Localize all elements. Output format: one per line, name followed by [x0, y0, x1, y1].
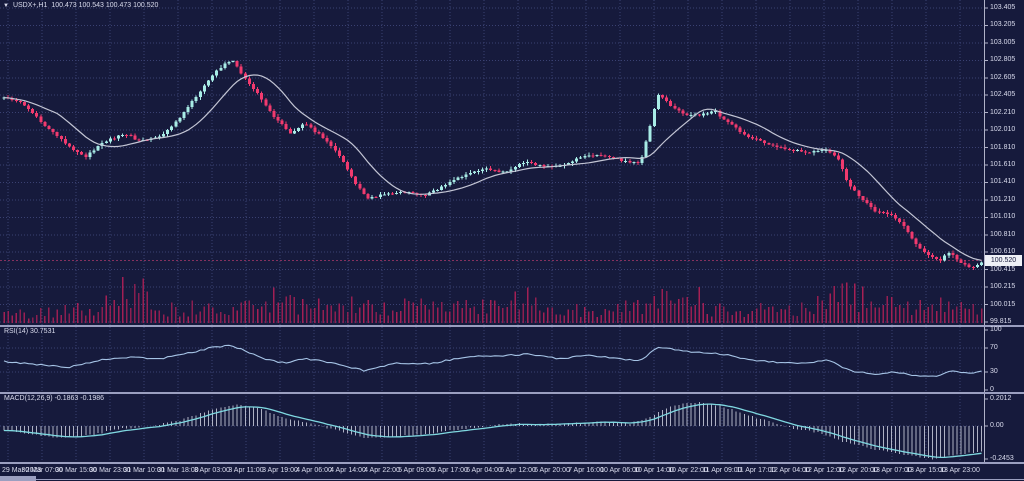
- price-axis-label: 100.215: [990, 283, 1016, 291]
- time-axis-label: 6 Apr 12:00: [500, 467, 536, 474]
- price-axis-label: 102.805: [990, 56, 1016, 64]
- window-bottom-border: [0, 479, 1024, 480]
- time-axis-label: 31 Mar 10:00: [123, 467, 165, 474]
- price-axis-label: 100.415: [990, 265, 1016, 273]
- chart-canvas[interactable]: [0, 0, 1024, 463]
- price-axis-label: 101.610: [990, 161, 1016, 168]
- time-axis-label: 30 Mar 15:00: [55, 467, 97, 474]
- time-axis-label: 10 Apr 14:00: [634, 467, 674, 474]
- time-axis-label: 7 Apr 16:00: [568, 467, 604, 474]
- time-axis-label: 13 Apr 07:00: [872, 467, 912, 474]
- price-axis-label: 100.015: [990, 300, 1016, 308]
- price-axis-label: 101.210: [990, 195, 1016, 203]
- time-axis-label: 13 Apr 23:00: [940, 467, 980, 474]
- chart-title: ▼ USDX+,H1 100.473 100.543 100.473 100.5…: [3, 2, 158, 9]
- rsi-axis-label: 70: [990, 344, 998, 351]
- chart-title-symbol: USDX+,H1: [12, 2, 48, 9]
- price-axis-label: 103.405: [990, 4, 1016, 11]
- time-axis-label: 5 Apr 09:00: [398, 467, 434, 474]
- macd-axis-label: 0.2012: [990, 395, 1012, 403]
- rsi-axis-label: 100: [990, 326, 1002, 333]
- time-axis-label: 30 Mar 23:00: [89, 467, 131, 474]
- pane-separator-macd-timeaxis: [0, 462, 1024, 464]
- time-axis-label: 10 Apr 22:00: [668, 467, 708, 474]
- time-axis-label: 6 Apr 04:00: [466, 467, 502, 474]
- time-axis-label: 4 Apr 22:00: [364, 467, 400, 474]
- time-axis-label: 12 Apr 20:00: [838, 467, 878, 474]
- time-axis-label: 12 Apr 12:00: [804, 467, 844, 474]
- price-axis-label: 102.010: [990, 126, 1016, 134]
- macd-indicator-label: MACD(12,26,9) -0.1863 -0.1986: [4, 395, 104, 402]
- current-price-tag: 100.520: [985, 254, 1022, 266]
- time-axis-label: 5 Apr 17:00: [432, 467, 468, 474]
- time-axis-label: 3 Apr 19:00: [262, 467, 298, 474]
- time-axis-label: 29 Mar 2023: [2, 467, 42, 474]
- price-axis-label: 103.005: [990, 38, 1016, 46]
- time-axis-label: 30 Mar 07:00: [21, 467, 63, 474]
- chart-title-ohlc: 100.473 100.543 100.473 100.520: [51, 2, 159, 9]
- time-axis-label: 11 Apr 17:00: [736, 467, 776, 474]
- price-axis-label: 101.010: [990, 213, 1016, 221]
- pane-separator-main-rsi[interactable]: [0, 325, 1024, 327]
- time-axis-label: 4 Apr 06:00: [296, 467, 332, 474]
- quick-nav-chip[interactable]: [0, 476, 36, 481]
- rsi-axis-label: 0: [990, 386, 994, 393]
- price-axis-label: 102.210: [990, 108, 1016, 116]
- symbol-dropdown-icon[interactable]: ▼: [3, 2, 9, 9]
- price-axis-label: 102.405: [990, 91, 1016, 99]
- time-axis-label: 3 Apr 03:00: [194, 467, 230, 474]
- time-axis-label: 10 Apr 06:00: [600, 467, 640, 474]
- price-axis-label: 99.815: [990, 318, 1012, 325]
- time-axis-label: 3 Apr 11:00: [228, 467, 264, 474]
- macd-axis-label: -0.2453: [990, 454, 1014, 462]
- time-axis-label: 4 Apr 14:00: [330, 467, 366, 474]
- time-axis-label: 6 Apr 20:00: [534, 467, 570, 474]
- price-axis-label: 102.605: [990, 73, 1016, 81]
- price-axis-label: 100.610: [990, 248, 1016, 256]
- time-axis-label: 12 Apr 04:00: [770, 467, 810, 474]
- time-axis-label: 31 Mar 18:00: [157, 467, 199, 474]
- rsi-indicator-label: RSI(14) 30.7531: [4, 328, 56, 335]
- macd-axis-label: 0.00: [990, 422, 1004, 429]
- time-axis-label: 11 Apr 09:00: [702, 467, 742, 474]
- price-axis-label: 103.205: [990, 21, 1016, 29]
- rsi-axis-label: 30: [990, 368, 998, 375]
- pane-separator-rsi-macd[interactable]: [0, 392, 1024, 394]
- time-axis-label: 13 Apr 15:00: [906, 467, 946, 474]
- price-axis-label: 101.410: [990, 178, 1016, 186]
- price-axis-label: 101.810: [990, 143, 1016, 151]
- price-axis-label: 100.810: [990, 230, 1016, 238]
